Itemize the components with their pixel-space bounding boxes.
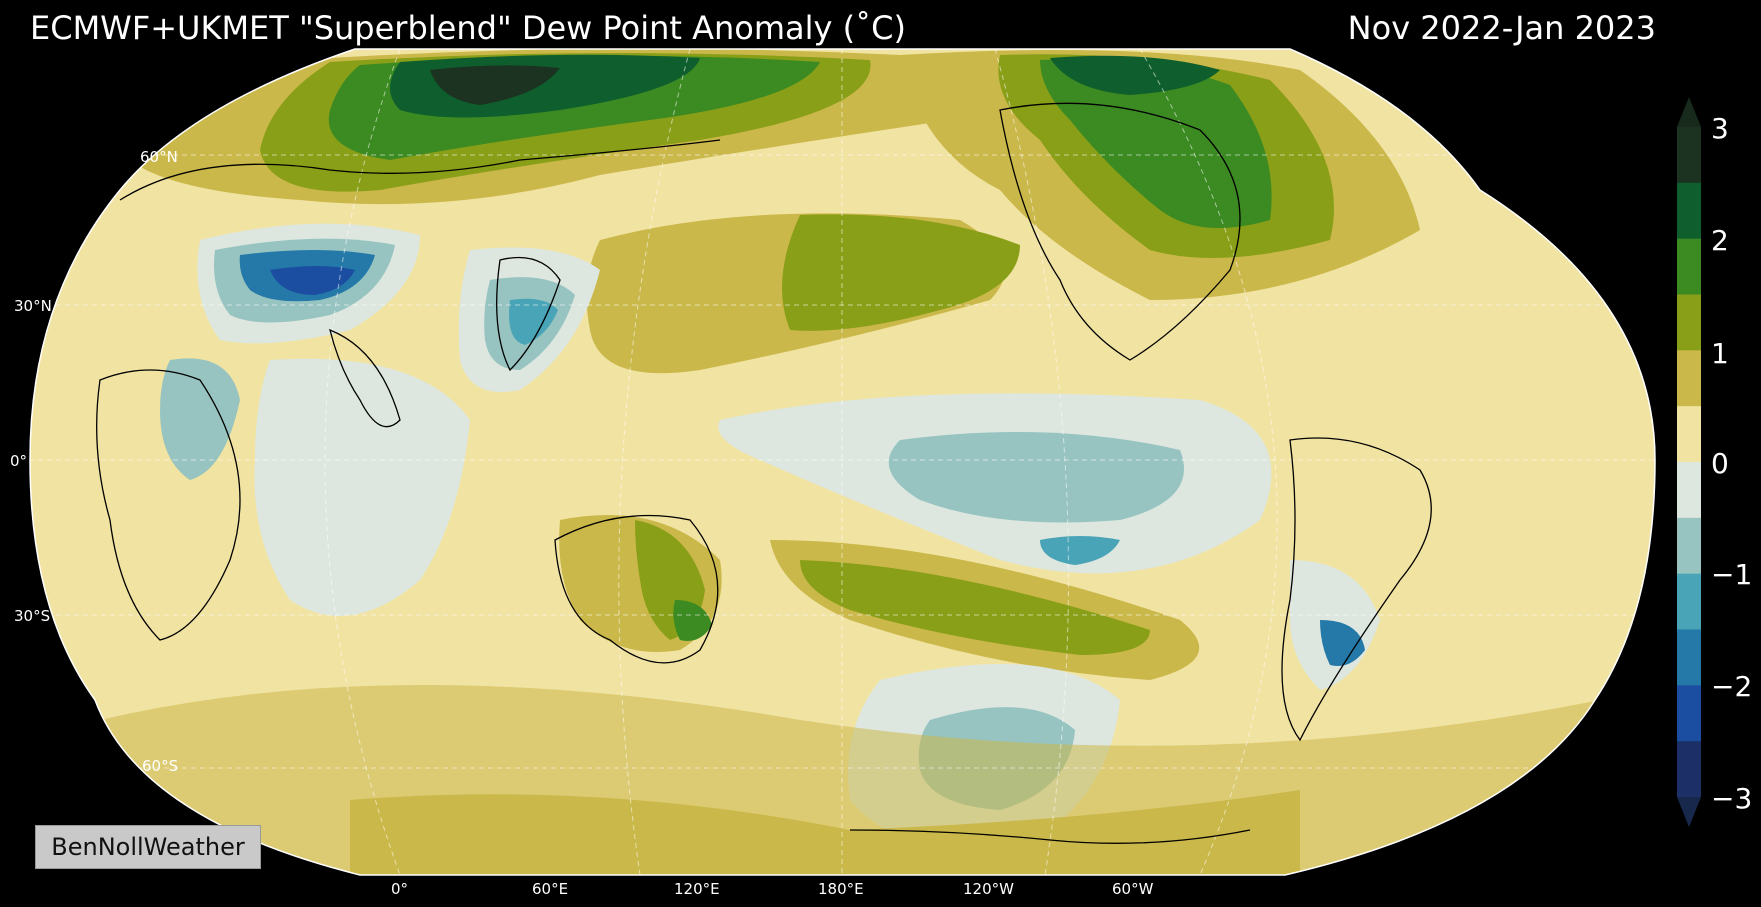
colorbar-segment	[1677, 573, 1701, 630]
coastline	[849, 829, 1251, 844]
lon-label: 120°E	[674, 880, 720, 898]
anomaly-region	[1040, 536, 1120, 565]
lat-label: 30°S	[14, 607, 50, 625]
anomaly-region	[350, 790, 1300, 875]
coastline	[96, 369, 241, 641]
lon-label: 180°E	[818, 880, 864, 898]
colorbar-segment	[1677, 406, 1701, 463]
colorbar-segment	[1677, 517, 1701, 575]
anomaly-region	[430, 65, 560, 105]
graticule-line	[618, 49, 691, 875]
anomaly-region	[1050, 55, 1220, 95]
coastline	[1281, 437, 1432, 742]
colorbar-extend-top	[1677, 97, 1701, 127]
lon-label: 0°	[391, 880, 408, 898]
coastline	[554, 514, 719, 664]
anomaly-region	[888, 432, 1184, 523]
colorbar-tick-label: 1	[1711, 337, 1729, 370]
colorbar-tick-label: 0	[1711, 447, 1729, 480]
colorbar-tick-label: 3	[1711, 112, 1729, 145]
colorbar-tick-label: −3	[1711, 782, 1752, 815]
anomaly-region	[1320, 620, 1365, 666]
anomaly-region	[270, 266, 355, 295]
colorbar-segment	[1677, 741, 1701, 798]
lat-label: 30°N	[14, 297, 52, 315]
coastline	[119, 139, 721, 201]
coastline	[496, 256, 561, 372]
globe-outline	[29, 48, 1656, 876]
coastlines	[96, 102, 1432, 844]
colorbar-tick-label: 2	[1711, 224, 1729, 257]
lon-label: 60°W	[1112, 880, 1154, 898]
lon-label: 120°W	[963, 880, 1014, 898]
credit-label: BenNollWeather	[35, 825, 261, 869]
colorbar-segment	[1677, 294, 1701, 351]
lon-label: 60°E	[532, 880, 568, 898]
colorbar-extend-bottom	[1677, 797, 1701, 827]
colorbar-segment	[1677, 350, 1701, 407]
colorbar-segment	[1677, 685, 1701, 742]
coastline	[999, 102, 1241, 361]
anomaly-region	[673, 600, 712, 641]
anomaly-region	[509, 298, 558, 345]
anomaly-region	[160, 358, 240, 480]
anomaly-region	[800, 560, 1150, 655]
anomaly-region	[1040, 59, 1272, 229]
colorbar-segment	[1677, 238, 1701, 295]
lat-label: 0°	[10, 452, 27, 470]
lat-label: 60°N	[140, 148, 178, 166]
graticule-line	[994, 49, 1069, 875]
graticule	[30, 49, 1655, 875]
map-title: ECMWF+UKMET "Superblend" Dew Point Anoma…	[30, 9, 906, 47]
coastline	[329, 328, 401, 428]
forecast-period: Nov 2022-Jan 2023	[1347, 9, 1656, 47]
colorbar-segment	[1677, 127, 1701, 184]
colorbar-tick-label: −2	[1711, 670, 1752, 703]
anomaly-region	[254, 358, 470, 616]
colorbar	[1677, 97, 1701, 827]
lat-label: 60°S	[142, 757, 178, 775]
colorbar-segment	[1677, 629, 1701, 686]
colorbar-segment	[1677, 182, 1701, 240]
colorbar-segment	[1677, 462, 1701, 519]
colorbar-tick-label: −1	[1711, 558, 1752, 591]
